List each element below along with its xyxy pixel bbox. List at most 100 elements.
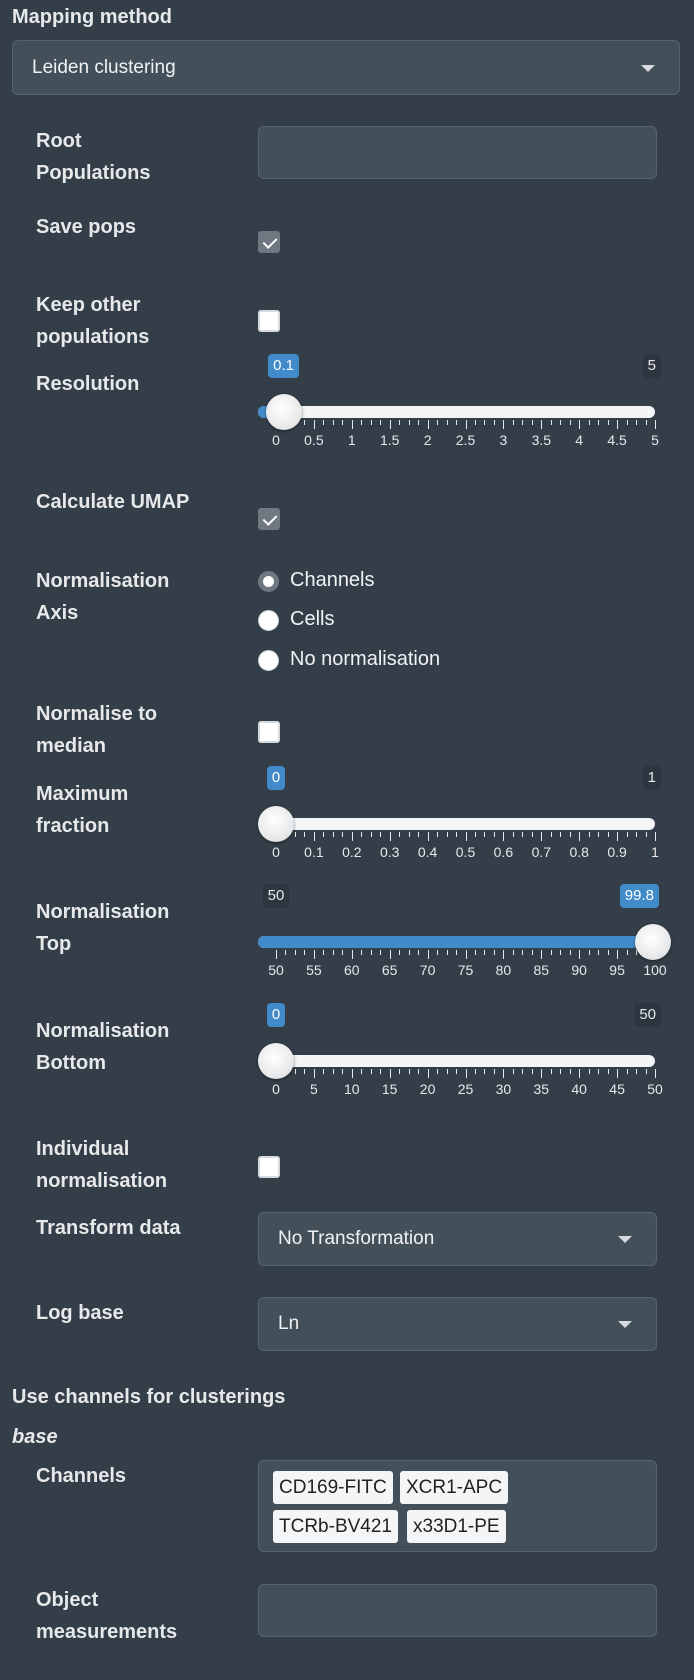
slider-tick — [361, 420, 363, 425]
slider-tick — [560, 950, 562, 955]
slider-handle[interactable] — [635, 924, 672, 960]
slider-tick — [389, 832, 391, 841]
slider-track[interactable] — [258, 818, 655, 830]
slider-tick — [342, 950, 344, 955]
slider-tick — [399, 950, 401, 955]
log-base-select[interactable]: Ln — [258, 1297, 657, 1351]
slider-tick-label: 0.4 — [417, 844, 438, 860]
slider-tick — [607, 950, 609, 955]
slider-value-label: 0 — [266, 1003, 286, 1027]
slider-tick — [617, 950, 619, 959]
slider-tick — [569, 420, 571, 425]
slider-tick — [474, 950, 476, 955]
slider-tick-label: 0 — [272, 432, 280, 448]
slider-tick-label: 2 — [423, 432, 432, 448]
channels-input[interactable]: CD169-FITC XCR1-APC TCRb-BV421 x33D1-PE — [258, 1460, 657, 1552]
mapping-method-select[interactable]: Leiden clustering — [12, 40, 680, 95]
transform-data-select[interactable]: No Transformation — [258, 1212, 657, 1266]
slider-tick — [418, 832, 420, 837]
slider-tick — [351, 832, 353, 841]
slider-tick-label: 0.8 — [569, 844, 589, 860]
chevron-down-icon — [618, 1321, 632, 1328]
channel-tag[interactable]: x33D1-PE — [407, 1510, 506, 1543]
slider-tick — [446, 420, 448, 425]
slider-tick — [569, 1069, 571, 1074]
slider-tick — [446, 950, 448, 955]
slider-handle[interactable] — [265, 394, 302, 430]
slider-tick — [512, 420, 514, 425]
slider-tick — [389, 1069, 391, 1078]
slider-tick-label: 2.5 — [455, 432, 476, 448]
slider-tick — [427, 420, 429, 429]
slider-tick — [550, 950, 552, 955]
slider-tick — [493, 420, 495, 425]
slider-tick — [427, 832, 429, 841]
slider-tick — [531, 420, 533, 425]
radio-channels[interactable] — [258, 571, 279, 592]
slider-tick — [465, 950, 467, 959]
slider-max-label: 1 — [642, 766, 661, 790]
object-measurements-input[interactable] — [258, 1584, 657, 1637]
slider-track[interactable] — [258, 1055, 655, 1067]
slider-tick — [465, 832, 467, 841]
channel-tag[interactable]: TCRb-BV421 — [273, 1510, 398, 1543]
norm-top-slider[interactable]: 50 55 60 65 70 75 80 85 90 95 100 99.8 50 — [258, 884, 672, 986]
slider-tick — [550, 420, 552, 425]
slider-tick — [437, 1069, 439, 1074]
slider-tick — [598, 832, 600, 837]
slider-tick — [399, 420, 401, 425]
slider-tick-label: 0 — [272, 1081, 280, 1097]
slider-tick — [427, 1069, 429, 1078]
slider-value-label: 99.8 — [619, 884, 659, 908]
slider-tick — [313, 950, 315, 959]
keep-other-checkbox[interactable] — [258, 310, 280, 332]
slider-tick — [503, 950, 505, 959]
slider-tick-label: 4 — [575, 432, 584, 448]
normalise-median-checkbox[interactable] — [258, 721, 280, 743]
slider-tick — [313, 1069, 315, 1078]
radio-cells[interactable] — [258, 610, 279, 631]
max-fraction-slider[interactable]: 0 0.1 0.2 0.3 0.4 0.5 0.6 0.7 0.8 0.9 1 0 1 — [258, 766, 661, 868]
slider-tick — [294, 950, 296, 955]
calc-umap-checkbox[interactable] — [258, 508, 280, 530]
normalise-median-label: Normalise to median — [36, 703, 158, 757]
slider-tick — [493, 832, 495, 837]
slider-track[interactable] — [258, 406, 655, 418]
slider-tick-label: 0.9 — [607, 844, 627, 860]
slider-tick — [493, 950, 495, 955]
slider-tick — [370, 1069, 372, 1074]
slider-tick — [579, 1069, 581, 1078]
slider-fill — [258, 936, 654, 948]
channel-tag[interactable]: CD169-FITC — [273, 1471, 393, 1504]
slider-handle[interactable] — [258, 806, 294, 842]
radio-no-normalisation[interactable] — [258, 650, 279, 671]
slider-tick — [304, 1069, 306, 1074]
slider-tick — [332, 832, 334, 837]
slider-tick-label: 1.5 — [379, 432, 400, 448]
slider-tick — [399, 832, 401, 837]
slider-tick — [418, 420, 420, 425]
slider-tick — [370, 950, 372, 955]
slider-tick — [446, 832, 448, 837]
save-pops-checkbox[interactable] — [258, 231, 280, 253]
slider-tick — [437, 420, 439, 425]
slider-tick — [531, 1069, 533, 1074]
slider-max-label: 50 — [634, 1003, 661, 1027]
slider-tick — [370, 832, 372, 837]
slider-tick-label: 40 — [571, 1081, 587, 1097]
norm-bottom-slider[interactable]: 0 5 10 15 20 25 30 35 40 45 50 0 50 — [258, 1003, 663, 1105]
slider-tick — [342, 1069, 344, 1074]
slider-tick-label: 1 — [347, 432, 356, 448]
slider-tick — [617, 1069, 619, 1078]
resolution-slider[interactable]: 0 0.5 1 1.5 2 2.5 3 3.5 4 4.5 5 0.1 5 — [258, 354, 661, 456]
slider-tick-label: 100 — [643, 962, 667, 978]
object-measurements-label: Object measurements — [36, 1589, 178, 1643]
individual-norm-checkbox[interactable] — [258, 1156, 280, 1178]
slider-tick — [332, 420, 334, 425]
channel-tag[interactable]: XCR1-APC — [400, 1471, 509, 1504]
root-populations-input[interactable] — [258, 126, 657, 179]
slider-handle[interactable] — [258, 1043, 294, 1079]
slider-tick — [598, 950, 600, 955]
slider-tick — [512, 950, 514, 955]
slider-tick-label: 30 — [495, 1081, 512, 1097]
